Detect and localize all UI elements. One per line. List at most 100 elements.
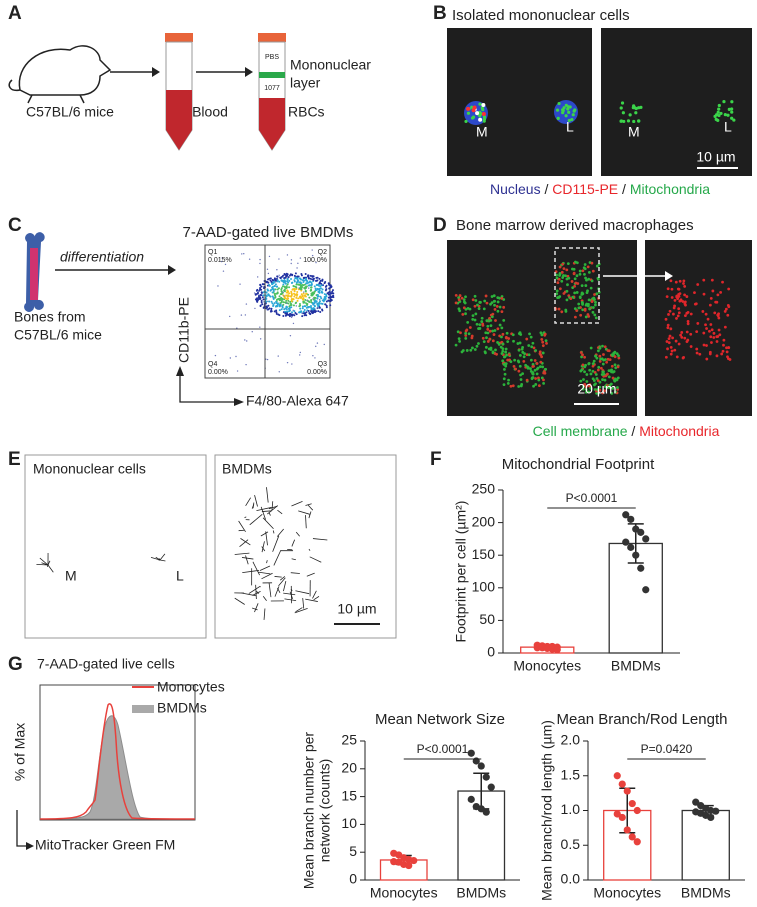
organelle xyxy=(502,362,506,366)
data-point xyxy=(482,773,490,781)
mitochondrion xyxy=(730,107,734,111)
caption: Cell membrane / Mitochondria xyxy=(533,423,720,439)
organelle xyxy=(532,384,535,388)
organelle xyxy=(679,333,683,337)
event xyxy=(266,281,269,284)
branch xyxy=(158,558,161,561)
organelle xyxy=(557,307,561,311)
y-axis-label: network (counts) xyxy=(317,759,333,862)
event xyxy=(289,304,292,307)
event xyxy=(285,299,288,302)
panel-title: Bone marrow derived macrophages xyxy=(456,217,694,234)
event xyxy=(280,290,283,293)
organelle xyxy=(580,368,584,372)
event xyxy=(282,291,284,293)
organelle xyxy=(541,351,545,355)
organelle xyxy=(464,312,467,316)
organelle xyxy=(530,345,534,349)
organelle xyxy=(506,358,510,362)
event xyxy=(260,299,263,302)
organelle xyxy=(467,332,471,336)
organelle xyxy=(506,381,510,385)
event xyxy=(254,307,256,310)
organelle xyxy=(491,312,495,316)
organelle xyxy=(538,350,542,354)
event xyxy=(302,310,305,313)
organelle xyxy=(575,291,579,294)
organelle xyxy=(591,364,595,368)
event xyxy=(305,286,308,289)
mitochondrion xyxy=(556,116,560,120)
organelle xyxy=(721,280,724,284)
organelle xyxy=(540,333,544,337)
organelle xyxy=(525,353,529,357)
organelle xyxy=(586,265,590,269)
organelle xyxy=(585,302,589,306)
organelle xyxy=(664,317,668,321)
event xyxy=(298,303,301,306)
organelle xyxy=(677,342,681,346)
event xyxy=(301,312,303,315)
organelle xyxy=(574,281,578,285)
arrow-head xyxy=(168,265,176,275)
data-point xyxy=(618,813,626,822)
branch xyxy=(308,511,312,519)
organelle xyxy=(491,351,495,355)
event xyxy=(316,283,319,286)
branch xyxy=(266,487,269,503)
caption-part: Cell membrane xyxy=(533,423,628,439)
event xyxy=(295,313,298,316)
marrow xyxy=(30,248,38,300)
event xyxy=(270,300,273,303)
organelle xyxy=(525,337,529,341)
event xyxy=(303,291,305,293)
organelle xyxy=(583,308,587,312)
organelle xyxy=(560,270,564,274)
event xyxy=(282,283,285,286)
organelle xyxy=(501,349,505,353)
organelle xyxy=(718,333,722,337)
event xyxy=(268,255,271,258)
panel-letter: G xyxy=(8,654,23,675)
event xyxy=(295,283,298,286)
organelle xyxy=(722,343,725,347)
organelle xyxy=(673,299,677,302)
organelle xyxy=(705,327,708,330)
event xyxy=(279,277,282,280)
organelle xyxy=(583,273,586,276)
organelle xyxy=(501,342,505,346)
branch xyxy=(274,576,282,578)
data-point xyxy=(482,808,490,816)
branch xyxy=(248,585,261,594)
organelle xyxy=(593,370,597,374)
branch xyxy=(305,598,318,602)
y-tick-label: 25 xyxy=(341,732,357,748)
organelle xyxy=(558,273,562,276)
organelle xyxy=(702,278,706,282)
organelle xyxy=(521,350,525,354)
branch xyxy=(305,515,307,529)
organelle xyxy=(601,391,605,395)
event xyxy=(330,285,333,288)
cells xyxy=(454,260,732,395)
label: M xyxy=(476,124,488,140)
event xyxy=(306,280,309,283)
organelle xyxy=(522,360,526,363)
organelle xyxy=(586,304,590,308)
organelle xyxy=(590,300,594,304)
organelle xyxy=(702,343,706,347)
organelle xyxy=(673,348,677,352)
organelle xyxy=(603,345,607,349)
y-tick-label: 0 xyxy=(349,871,357,887)
quadrant-value: 100.0% xyxy=(303,257,327,264)
mitochondrion xyxy=(464,119,468,124)
organelle xyxy=(486,324,490,328)
organelle xyxy=(555,276,559,280)
data-point xyxy=(553,646,561,654)
event xyxy=(295,277,298,280)
organelle xyxy=(695,347,699,351)
organelle xyxy=(460,350,464,354)
data-point xyxy=(623,826,631,834)
data-point xyxy=(613,810,621,818)
x-tick-label: Monocytes xyxy=(513,658,581,674)
